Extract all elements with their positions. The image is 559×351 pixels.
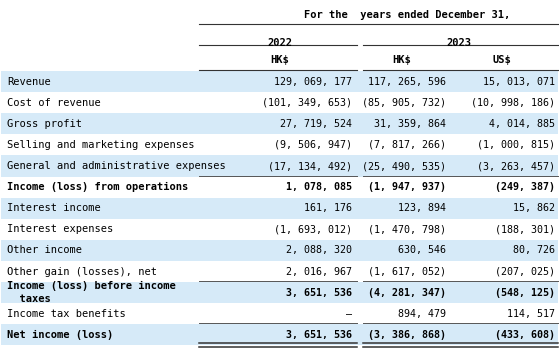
Text: —: — (346, 309, 352, 319)
Text: (1, 947, 937): (1, 947, 937) (368, 182, 447, 192)
Bar (1, 324, 558, 345)
Text: 1, 078, 085: 1, 078, 085 (286, 182, 352, 192)
Text: 114, 517: 114, 517 (507, 309, 555, 319)
Text: (85, 905, 732): (85, 905, 732) (362, 98, 447, 108)
Text: Income (loss) from operations: Income (loss) from operations (7, 182, 188, 192)
Text: Gross profit: Gross profit (7, 119, 82, 129)
Text: (25, 490, 535): (25, 490, 535) (362, 161, 447, 171)
Text: (7, 817, 266): (7, 817, 266) (368, 140, 447, 150)
Text: Other income: Other income (7, 245, 82, 256)
Text: (433, 608): (433, 608) (495, 330, 555, 340)
Bar (1, 240, 558, 261)
Text: Cost of revenue: Cost of revenue (7, 98, 101, 108)
Text: 161, 176: 161, 176 (304, 203, 352, 213)
Text: Net income (loss): Net income (loss) (7, 330, 113, 340)
Text: 2, 088, 320: 2, 088, 320 (286, 245, 352, 256)
Text: General and administrative expenses: General and administrative expenses (7, 161, 226, 171)
Text: Interest income: Interest income (7, 203, 101, 213)
Text: 2023: 2023 (447, 38, 471, 48)
Text: (1, 693, 012): (1, 693, 012) (274, 224, 352, 234)
Text: 80, 726: 80, 726 (513, 245, 555, 256)
Text: (3, 263, 457): (3, 263, 457) (477, 161, 555, 171)
Text: 3, 651, 536: 3, 651, 536 (286, 330, 352, 340)
Text: US$: US$ (492, 55, 511, 65)
Text: (207, 025): (207, 025) (495, 266, 555, 277)
Text: (1, 617, 052): (1, 617, 052) (368, 266, 447, 277)
Text: 2, 016, 967: 2, 016, 967 (286, 266, 352, 277)
Text: 27, 719, 524: 27, 719, 524 (280, 119, 352, 129)
Text: 894, 479: 894, 479 (399, 309, 447, 319)
Text: Other gain (losses), net: Other gain (losses), net (7, 266, 157, 277)
Text: 117, 265, 596: 117, 265, 596 (368, 77, 447, 87)
Text: (10, 998, 186): (10, 998, 186) (471, 98, 555, 108)
Text: (9, 506, 947): (9, 506, 947) (274, 140, 352, 150)
Text: (188, 301): (188, 301) (495, 224, 555, 234)
Text: Revenue: Revenue (7, 77, 51, 87)
Text: 4, 014, 885: 4, 014, 885 (489, 119, 555, 129)
Text: (17, 134, 492): (17, 134, 492) (268, 161, 352, 171)
Text: (1, 000, 815): (1, 000, 815) (477, 140, 555, 150)
Text: 31, 359, 864: 31, 359, 864 (375, 119, 447, 129)
Text: 630, 546: 630, 546 (399, 245, 447, 256)
Text: (548, 125): (548, 125) (495, 287, 555, 298)
Bar (1, 155, 558, 177)
Text: 15, 013, 071: 15, 013, 071 (483, 77, 555, 87)
Text: (3, 386, 868): (3, 386, 868) (368, 330, 447, 340)
Text: HK$: HK$ (270, 55, 289, 65)
Text: 2022: 2022 (267, 38, 292, 48)
Text: Income (loss) before income
  taxes: Income (loss) before income taxes (7, 282, 176, 304)
Text: Income tax benefits: Income tax benefits (7, 309, 126, 319)
Text: (1, 470, 798): (1, 470, 798) (368, 224, 447, 234)
Bar (1, 198, 558, 219)
Text: 129, 069, 177: 129, 069, 177 (274, 77, 352, 87)
Text: Interest expenses: Interest expenses (7, 224, 113, 234)
Text: (101, 349, 653): (101, 349, 653) (262, 98, 352, 108)
Text: 123, 894: 123, 894 (399, 203, 447, 213)
Bar (1, 71, 558, 92)
Text: For the  years ended December 31,: For the years ended December 31, (304, 10, 510, 20)
Text: Selling and marketing expenses: Selling and marketing expenses (7, 140, 195, 150)
Text: (249, 387): (249, 387) (495, 182, 555, 192)
Bar (1, 113, 558, 134)
Text: 15, 862: 15, 862 (513, 203, 555, 213)
Bar (1, 282, 558, 303)
Text: (4, 281, 347): (4, 281, 347) (368, 287, 447, 298)
Text: 3, 651, 536: 3, 651, 536 (286, 287, 352, 298)
Text: HK$: HK$ (392, 55, 411, 65)
